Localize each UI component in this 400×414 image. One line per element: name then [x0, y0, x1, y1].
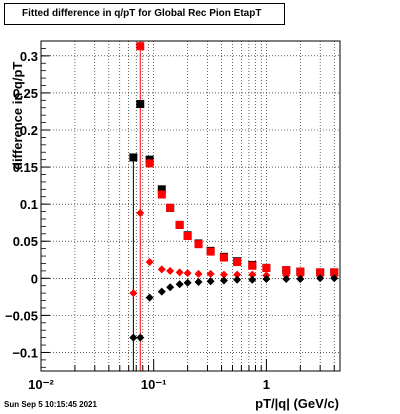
diamond-marker — [248, 270, 257, 279]
diamond-marker — [175, 268, 184, 277]
diamond-marker — [206, 269, 215, 278]
diamond-marker — [166, 283, 175, 292]
square-marker — [233, 257, 242, 266]
diamond-marker — [233, 270, 242, 279]
error-bars — [132, 41, 141, 371]
y-tick-label: 0.25 — [13, 86, 38, 101]
diamond-marker — [145, 293, 154, 302]
diamond-marker — [194, 269, 203, 278]
timestamp: Sun Sep 5 10:15:45 2021 — [4, 400, 97, 409]
axis-ticks — [40, 48, 335, 371]
square-marker — [136, 100, 145, 109]
square-marker — [206, 247, 215, 256]
square-marker — [194, 240, 203, 249]
square-marker — [183, 232, 192, 241]
y-tick-label: 0.1 — [20, 197, 38, 212]
square-marker — [248, 261, 257, 270]
y-tick-label: 0 — [31, 271, 38, 286]
diamond-marker — [248, 275, 257, 284]
diamond-marker — [129, 333, 138, 342]
diamond-marker — [145, 257, 154, 266]
y-tick-label: 0.3 — [20, 49, 38, 64]
y-tick-label: 0.2 — [20, 123, 38, 138]
diamond-marker — [157, 287, 166, 296]
square-marker — [262, 263, 271, 272]
square-marker — [282, 266, 291, 275]
diamond-marker — [330, 274, 339, 283]
y-tick-label: 0.15 — [13, 160, 38, 175]
diamond-marker — [282, 275, 291, 284]
tick-labels: 10⁻² 10⁻¹ 1 −0.1 −0.05 0 0.05 0.1 0.15 0.2 0.25 0.3 — [5, 49, 270, 392]
y-axis-label: difference in q/pT — [10, 61, 25, 170]
diamond-marker — [233, 275, 242, 284]
diamond-marker — [136, 333, 145, 342]
plot-frame — [40, 40, 341, 372]
square-marker — [129, 153, 138, 162]
diamond-marker — [157, 265, 166, 274]
y-tick-label: −0.05 — [5, 308, 38, 323]
x-tick-label: 10⁻² — [28, 377, 54, 392]
y-tick-label: 0.05 — [13, 234, 38, 249]
diamond-marker — [183, 269, 192, 278]
diamond-marker — [262, 275, 271, 284]
square-marker — [157, 185, 166, 194]
x-axis-label: pT/|q| (GeV/c) — [255, 396, 339, 411]
diamond-marker — [136, 209, 145, 218]
diamond-marker — [194, 278, 203, 287]
diamond-marker — [316, 274, 325, 283]
diamond-marker — [296, 275, 305, 284]
data-markers — [129, 42, 339, 342]
diamond-marker — [129, 289, 138, 298]
square-marker — [175, 220, 184, 229]
x-tick-label: 10⁻¹ — [141, 377, 167, 392]
square-marker — [145, 159, 154, 168]
diamond-marker — [219, 276, 228, 285]
y-tick-label: −0.1 — [12, 345, 38, 360]
chart-title: Fitted difference in q/pT for Global Rec… — [4, 3, 285, 25]
diamond-marker — [175, 280, 184, 289]
diamond-marker — [219, 270, 228, 279]
square-marker — [166, 203, 175, 212]
diamond-marker — [206, 277, 215, 286]
diamond-marker — [183, 278, 192, 287]
x-tick-label: 1 — [263, 377, 270, 392]
square-marker — [157, 190, 166, 199]
square-marker — [219, 253, 228, 262]
diamond-marker — [166, 266, 175, 275]
square-marker — [136, 42, 145, 51]
grid-lines — [40, 41, 340, 371]
